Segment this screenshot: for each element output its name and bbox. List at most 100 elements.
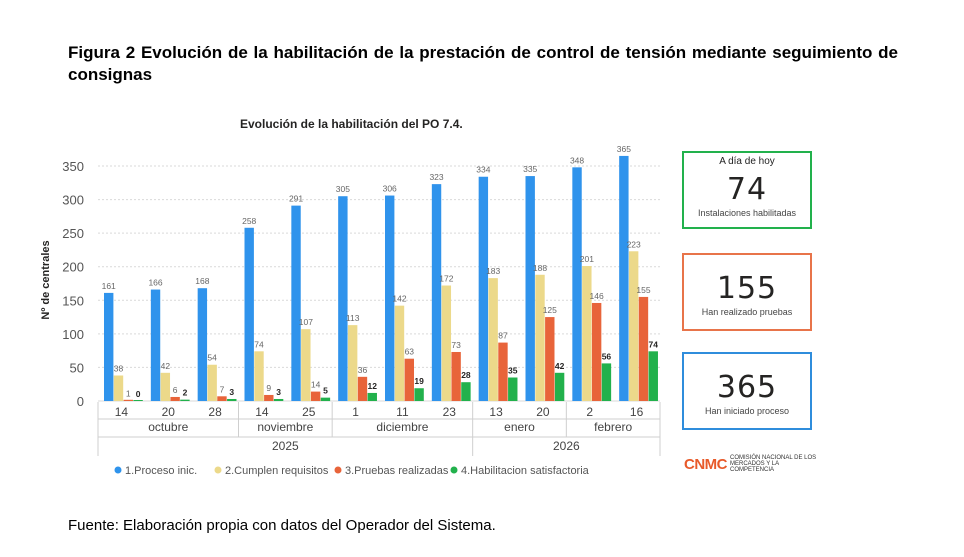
month-label: octubre	[148, 420, 188, 434]
legend-label: 3.Pruebas realizadas	[345, 465, 449, 477]
kpi-caption: Han realizado pruebas	[701, 307, 793, 317]
data-label: 113	[346, 313, 360, 323]
x-tick-label: 14	[115, 405, 129, 419]
x-tick-label: 16	[630, 405, 644, 419]
kpi-header: A día de hoy	[719, 156, 775, 167]
data-label: 3	[229, 387, 234, 397]
data-label: 3	[276, 387, 281, 397]
bar-2	[535, 274, 545, 401]
bar-1	[431, 184, 442, 401]
data-label: 74	[254, 339, 264, 349]
data-label: 223	[627, 239, 641, 249]
bar-1	[150, 289, 161, 401]
bar-3	[498, 342, 508, 401]
data-label: 335	[523, 164, 537, 174]
bar-2	[113, 375, 124, 401]
y-tick-label: 150	[62, 293, 84, 308]
data-label: 63	[405, 347, 415, 357]
data-label: 107	[299, 317, 313, 327]
kpi-card-proceso: 365 Han iniciado proceso	[682, 352, 812, 430]
bar-4	[133, 400, 143, 401]
data-label: 365	[617, 144, 631, 154]
bar-1	[338, 196, 348, 401]
y-tick-label: 350	[62, 159, 84, 174]
bar-1	[619, 155, 629, 401]
bar-4	[227, 398, 237, 401]
x-tick-label: 25	[302, 405, 316, 419]
data-label: 161	[102, 281, 116, 291]
data-label: 0	[136, 389, 141, 399]
bar-3	[545, 317, 555, 401]
legend-label: 1.Proceso inic.	[125, 465, 197, 477]
y-tick-label: 300	[62, 193, 84, 208]
data-label: 155	[636, 285, 650, 295]
bar-1	[197, 288, 208, 401]
bar-1	[478, 176, 489, 401]
source-note: Fuente: Elaboración propia con datos del…	[68, 517, 496, 534]
legend-marker	[334, 466, 342, 474]
bar-2	[628, 251, 639, 401]
bar-1	[244, 227, 254, 401]
bar-2	[254, 351, 264, 401]
bar-4	[367, 392, 377, 401]
data-label: 35	[508, 366, 518, 376]
data-label: 125	[543, 305, 557, 315]
data-label: 42	[555, 361, 565, 371]
legend-marker	[214, 466, 222, 474]
logo-text: COMISIÓN NACIONAL DE LOS MERCADOS Y LA C…	[730, 455, 817, 473]
data-label: 87	[498, 331, 508, 341]
bar-3	[638, 296, 649, 401]
bar-2	[207, 364, 217, 401]
figure-title: Figura 2 Evolución de la habilitación de…	[68, 43, 898, 84]
bar-2	[441, 285, 452, 401]
legend-label: 2.Cumplen requisitos	[225, 465, 329, 477]
bar-2	[394, 305, 405, 401]
chart-title: Evolución de la habilitación del PO 7.4.	[240, 117, 463, 131]
data-label: 188	[533, 263, 547, 273]
data-label: 142	[392, 294, 406, 304]
bar-3	[264, 394, 274, 401]
bar-4	[601, 363, 612, 401]
data-label: 291	[289, 194, 303, 204]
data-label: 54	[207, 353, 217, 363]
x-tick-label: 23	[443, 405, 457, 419]
month-label: diciembre	[376, 420, 428, 434]
x-tick-label: 1	[352, 405, 359, 419]
bar-1	[525, 176, 535, 401]
bar-4	[508, 377, 518, 401]
legend-marker	[450, 466, 458, 474]
data-label: 305	[336, 184, 350, 194]
data-label: 306	[383, 184, 397, 194]
month-label: noviembre	[257, 420, 313, 434]
data-label: 9	[266, 383, 271, 393]
bar-1	[385, 195, 395, 401]
x-tick-label: 14	[255, 405, 269, 419]
y-tick-label: 250	[62, 226, 84, 241]
data-label: 19	[414, 376, 424, 386]
bar-3	[404, 358, 414, 401]
data-label: 2	[183, 388, 188, 398]
data-label: 38	[114, 363, 124, 373]
legend-label: 4.Habilitacion satisfactoria	[461, 465, 590, 477]
year-label: 2026	[553, 439, 580, 453]
data-label: 258	[242, 216, 256, 226]
bar-3	[170, 396, 180, 401]
y-axis-label: Nº de centrales	[40, 240, 52, 319]
data-label: 12	[368, 381, 378, 391]
y-tick-label: 50	[70, 360, 84, 375]
bar-4	[320, 397, 331, 401]
x-tick-label: 20	[162, 405, 176, 419]
kpi-card-pruebas: 155 Han realizado pruebas	[682, 253, 812, 331]
month-label: enero	[504, 420, 535, 434]
legend-marker	[114, 466, 122, 474]
bar-3	[217, 396, 227, 401]
data-label: 172	[439, 274, 453, 284]
kpi-card-habilitadas: A día de hoy 74 Instalaciones habilitada…	[682, 151, 812, 229]
kpi-caption: Han iniciado proceso	[704, 406, 790, 416]
bar-4	[414, 388, 424, 401]
data-label: 7	[220, 384, 225, 394]
bar-3	[451, 351, 461, 401]
data-label: 201	[580, 254, 594, 264]
data-label: 74	[649, 339, 659, 349]
